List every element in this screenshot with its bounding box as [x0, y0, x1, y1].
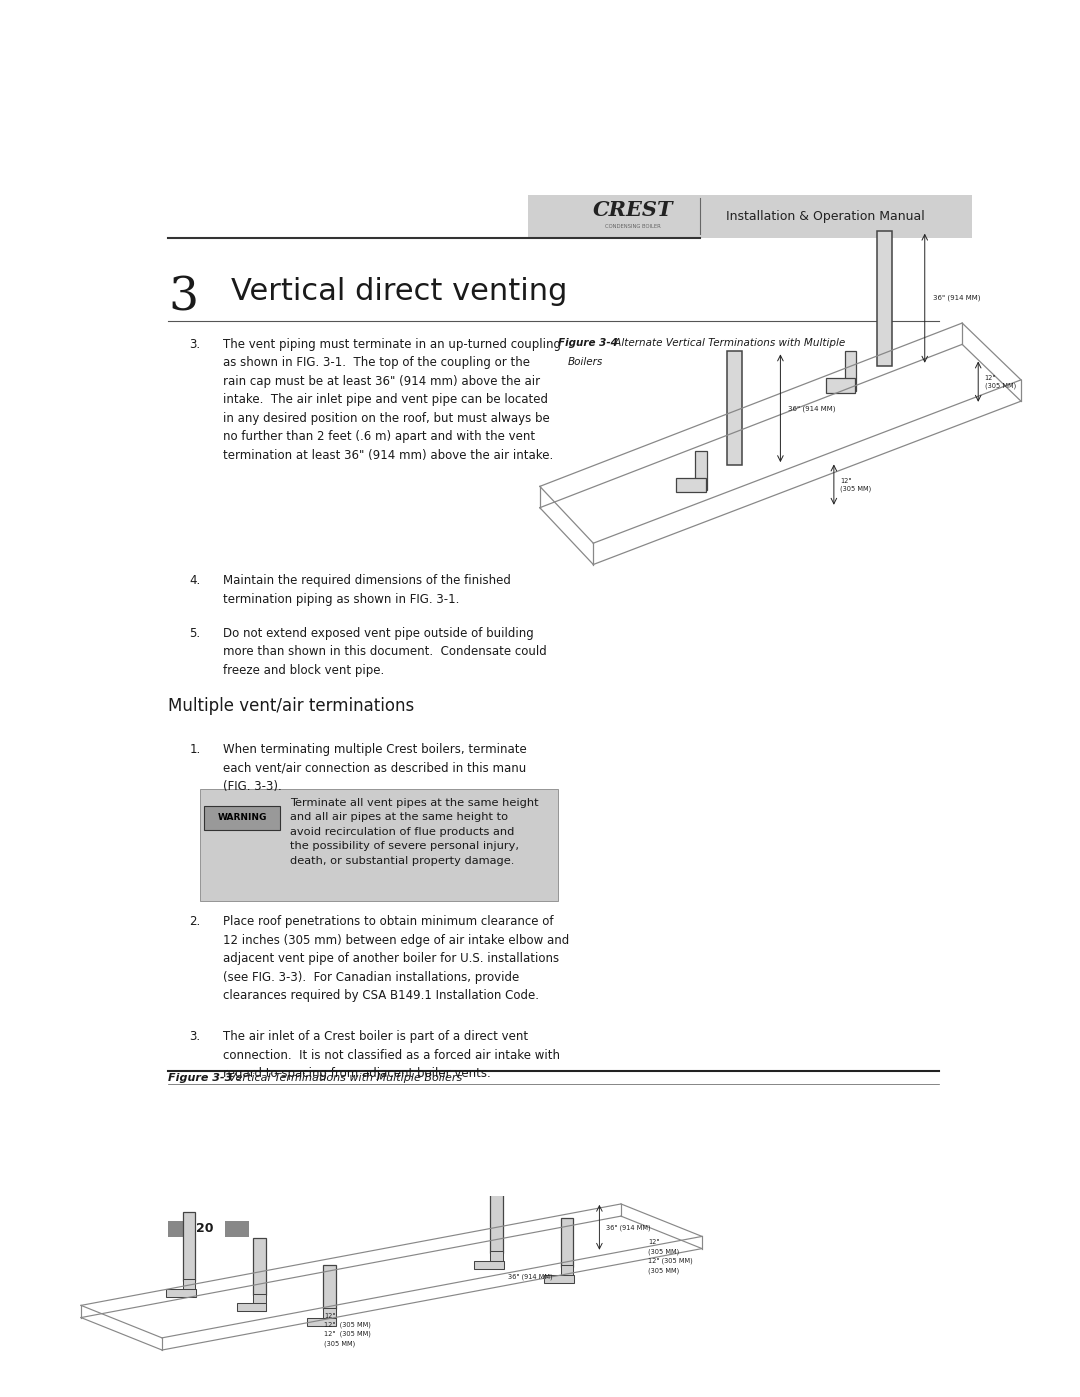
Text: Alternate Vertical Terminations with Multiple: Alternate Vertical Terminations with Mul…	[611, 338, 846, 348]
Bar	[727, 352, 742, 465]
Text: 5.: 5.	[189, 627, 201, 640]
Text: 1.: 1.	[189, 743, 201, 756]
Text: 12" (305 MM): 12" (305 MM)	[648, 1257, 692, 1264]
Text: Boilers: Boilers	[568, 358, 603, 367]
Text: The air inlet of a Crest boiler is part of a direct vent
connection.  It is not : The air inlet of a Crest boiler is part …	[222, 1031, 559, 1080]
Bar	[676, 478, 705, 492]
Text: 36" (914 MM): 36" (914 MM)	[508, 1274, 552, 1280]
Bar	[226, 1221, 248, 1236]
Text: Installation & Operation Manual: Installation & Operation Manual	[726, 210, 924, 222]
Bar	[237, 1303, 266, 1312]
Text: Figure 3-4: Figure 3-4	[557, 338, 618, 348]
Bar	[528, 194, 972, 237]
Text: 3.: 3.	[189, 338, 201, 351]
Text: 3: 3	[168, 275, 199, 320]
Bar	[168, 1221, 192, 1236]
Bar	[561, 1218, 573, 1267]
Bar	[253, 1239, 266, 1295]
Bar	[877, 231, 892, 366]
Bar	[323, 1308, 336, 1324]
Text: 2.: 2.	[189, 915, 201, 928]
Bar	[474, 1260, 503, 1268]
Text: CONDENSING BOILER: CONDENSING BOILER	[605, 225, 661, 229]
Text: 12"
(305 MM): 12" (305 MM)	[985, 376, 1016, 388]
Text: WARNING: WARNING	[217, 813, 267, 823]
Text: (305 MM): (305 MM)	[648, 1249, 679, 1255]
Text: 12"  (305 MM): 12" (305 MM)	[324, 1331, 370, 1337]
Text: (305 MM): (305 MM)	[324, 1340, 355, 1347]
Bar	[183, 1213, 195, 1281]
Bar	[490, 1192, 503, 1253]
Text: Multiple vent/air terminations: Multiple vent/air terminations	[168, 697, 415, 715]
Text: Vertical Terminations with Multiple Boilers: Vertical Terminations with Multiple Boil…	[226, 1073, 462, 1083]
Bar	[544, 1275, 575, 1282]
Text: Vertical direct venting: Vertical direct venting	[231, 278, 568, 306]
Bar	[694, 451, 706, 490]
Text: Do not extend exposed vent pipe outside of building
more than shown in this docu: Do not extend exposed vent pipe outside …	[222, 627, 546, 678]
Text: 36" (914 MM): 36" (914 MM)	[606, 1224, 650, 1231]
Text: CREST: CREST	[593, 200, 673, 219]
Bar	[166, 1289, 197, 1298]
Text: 12"
(305 MM): 12" (305 MM)	[840, 478, 872, 492]
Text: Terminate all vent pipes at the same height
and all air pipes at the same height: Terminate all vent pipes at the same hei…	[289, 798, 539, 866]
Text: 12": 12"	[648, 1239, 660, 1246]
Bar	[323, 1264, 336, 1309]
Text: 12"  (305 MM): 12" (305 MM)	[324, 1322, 370, 1329]
Text: 3.: 3.	[189, 1031, 201, 1044]
Text: 20: 20	[197, 1222, 214, 1235]
Bar	[200, 789, 557, 901]
Text: When terminating multiple Crest boilers, terminate
each vent/air connection as d: When terminating multiple Crest boilers,…	[222, 743, 527, 793]
Bar	[845, 352, 856, 391]
Bar	[561, 1266, 573, 1282]
Text: Place roof penetrations to obtain minimum clearance of
12 inches (305 mm) betwee: Place roof penetrations to obtain minimu…	[222, 915, 569, 1002]
Bar	[826, 379, 855, 393]
Text: 36" (914 MM): 36" (914 MM)	[933, 295, 981, 302]
Text: The vent piping must terminate in an up-turned coupling
as shown in FIG. 3-1.  T: The vent piping must terminate in an up-…	[222, 338, 561, 461]
Bar	[307, 1317, 337, 1326]
Text: 12": 12"	[324, 1313, 336, 1319]
Bar	[490, 1252, 503, 1268]
Text: 4.: 4.	[189, 574, 201, 587]
Text: Maintain the required dimensions of the finished
termination piping as shown in : Maintain the required dimensions of the …	[222, 574, 511, 606]
Bar	[204, 806, 280, 830]
Text: 36" (914 MM): 36" (914 MM)	[788, 405, 836, 412]
Bar	[253, 1294, 266, 1310]
Text: (305 MM): (305 MM)	[648, 1267, 679, 1274]
Text: Figure 3-3: Figure 3-3	[168, 1073, 233, 1083]
Bar	[183, 1280, 195, 1296]
